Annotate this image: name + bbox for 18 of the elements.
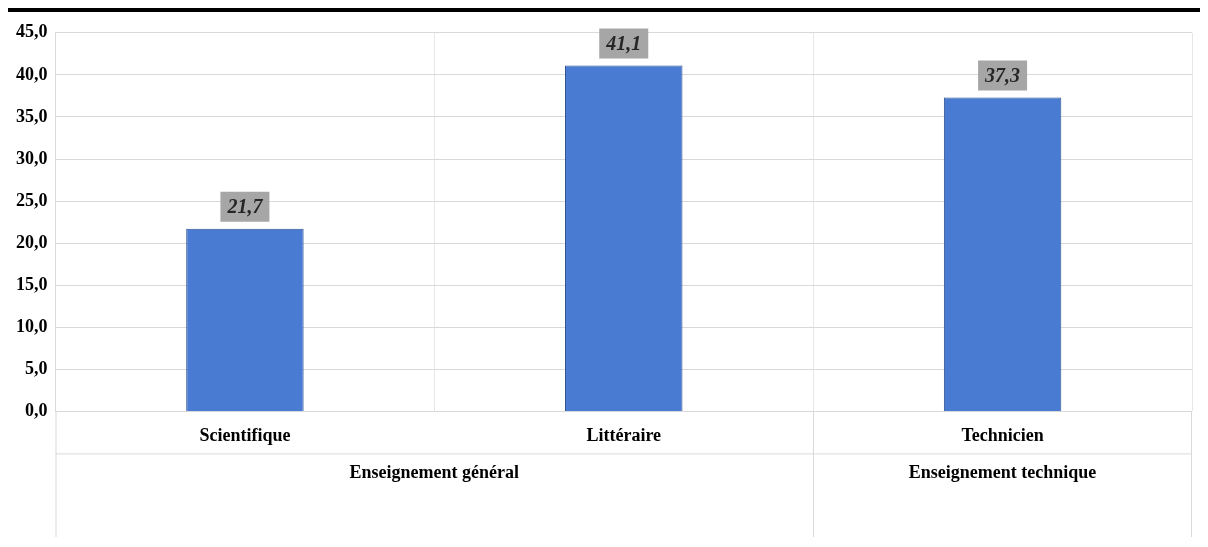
y-tick-label: 40,0 [16,63,48,84]
x-tick-label: Scientifique [199,424,291,445]
y-tick-label: 35,0 [16,105,48,126]
y-tick-label: 25,0 [16,189,48,210]
text: Enseignement général [349,462,520,483]
data-label: 41,1 [605,31,642,54]
y-tick-label: 20,0 [16,231,48,252]
data-label: 37,3 [984,63,1021,86]
y-tick-label: 45,0 [16,21,48,42]
y-tick-label: 30,0 [16,147,48,168]
y-tick-label: 15,0 [16,273,48,294]
data-label: 21,7 [226,195,264,217]
y-tick-label: 5,0 [25,357,48,378]
y-tick-label: 10,0 [16,315,48,336]
x-tick-label: Technicien [961,424,1044,445]
x-tick-label: Littéraire [586,424,662,445]
text: Enseignement technique [908,462,1097,483]
y-tick-label: 0,0 [25,400,48,421]
